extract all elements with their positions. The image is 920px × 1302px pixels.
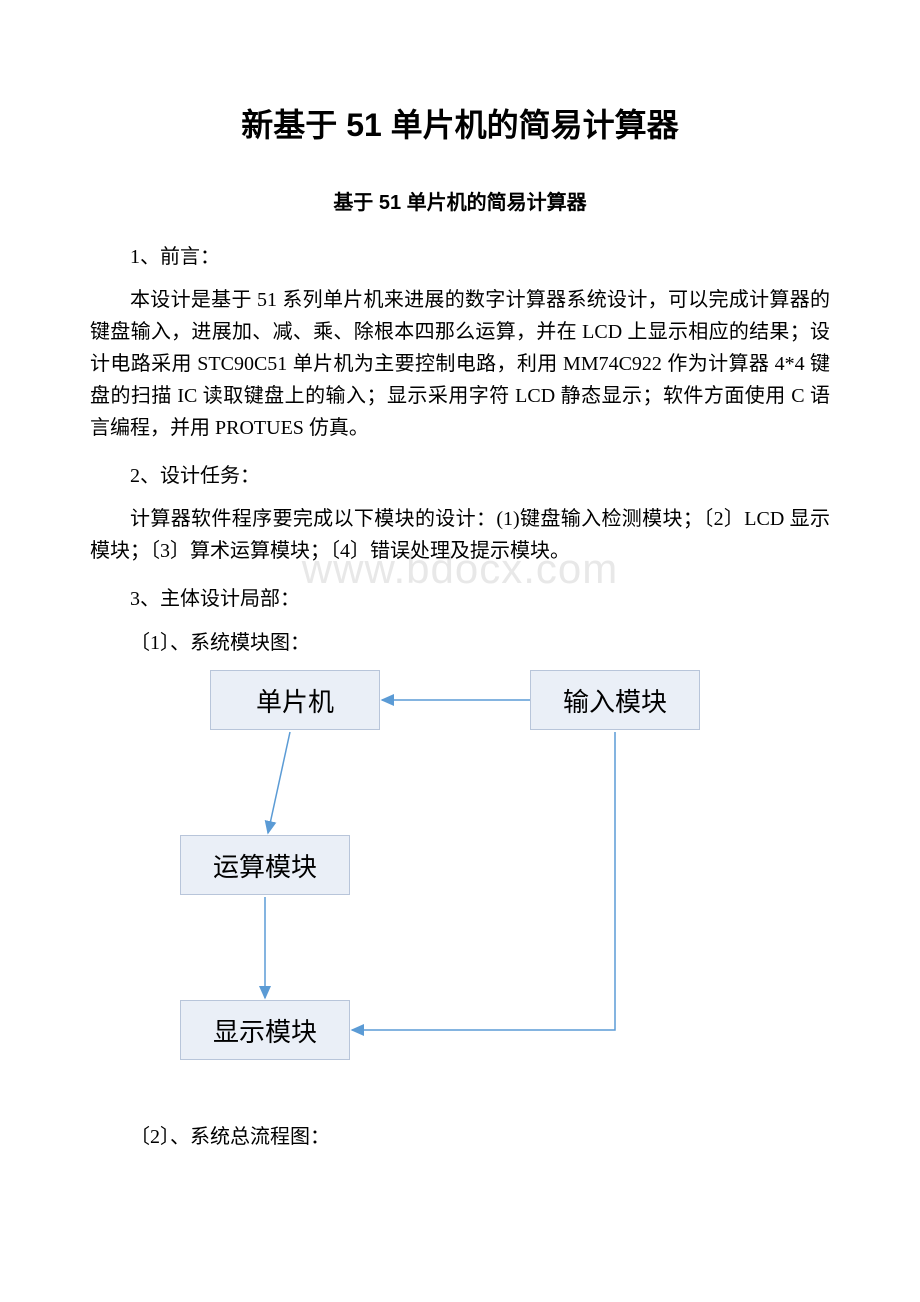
section-3-item-2: 〔2〕、系统总流程图：: [90, 1120, 830, 1149]
document-content: 新基于 51 单片机的简易计算器 基于 51 单片机的简易计算器 1、前言： 本…: [90, 100, 830, 1149]
diagram-box-disp: 显示模块: [180, 1000, 350, 1060]
section-2-body: 计算器软件程序要完成以下模块的设计：(1)键盘输入检测模块；〔2〕LCD 显示模…: [90, 503, 830, 567]
section-1-heading: 1、前言：: [90, 240, 830, 269]
system-module-diagram: 单片机 输入模块运算模块显示模块: [160, 670, 760, 1100]
subtitle: 基于 51 单片机的简易计算器: [90, 186, 830, 215]
section-3-heading: 3、主体设计局部：: [90, 582, 830, 611]
section-1-body: 本设计是基于 51 系列单片机来进展的数字计算器系统设计，可以完成计算器的键盘输…: [90, 284, 830, 444]
diagram-box-calc: 运算模块: [180, 835, 350, 895]
diagram-box-input: 输入模块: [530, 670, 700, 730]
diagram-arrow-1: [268, 732, 290, 833]
section-3-item-1: 〔1〕、系统模块图：: [90, 626, 830, 655]
diagram-arrow-3: [352, 732, 615, 1030]
main-title: 新基于 51 单片机的简易计算器: [90, 100, 830, 146]
diagram-box-mcu: 单片机: [210, 670, 380, 730]
section-2-heading: 2、设计任务：: [90, 459, 830, 488]
